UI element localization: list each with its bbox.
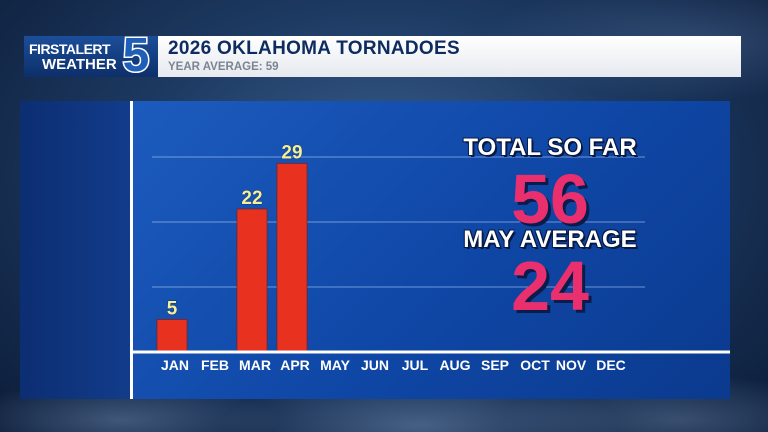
may-average-value: 24: [511, 247, 589, 325]
page-title: 2026 OKLAHOMA TORNADOES: [168, 38, 460, 59]
bar-mar: [236, 208, 268, 353]
chart-board: [20, 101, 730, 399]
x-tick-label-oct: OCT: [520, 357, 550, 373]
x-tick-label-feb: FEB: [201, 357, 229, 373]
may-average-label: MAY AVERAGE: [463, 226, 637, 253]
total-so-far-label: TOTAL SO FAR: [463, 134, 637, 161]
x-tick-label-jan: JAN: [161, 357, 189, 373]
bars: [156, 163, 308, 353]
x-axis: JAN FEB MAR APR MAY JUN JUL AUG SEP OCT NOV DEC: [133, 350, 730, 373]
page-subtitle: YEAR AVERAGE: 59: [168, 61, 279, 73]
board-divider: [130, 101, 133, 399]
bar-jan: [156, 319, 188, 353]
data-label-apr: 29: [281, 143, 302, 164]
bar-apr: [276, 163, 308, 353]
x-tick-label-may: MAY: [320, 357, 350, 373]
logo-first-alert: FIRSTALERT: [29, 41, 111, 57]
x-tick-label-nov: NOV: [556, 357, 587, 373]
station-logo: FIRSTALERT WEATHER 5: [24, 30, 158, 81]
board-left-panel: [20, 101, 130, 399]
title-panel: 2026 OKLAHOMA TORNADOES YEAR AVERAGE: 59: [158, 36, 741, 77]
bar-labels: 5 22 29: [166, 142, 302, 320]
grid-lines: [152, 156, 645, 288]
x-tick-label-apr: APR: [280, 357, 310, 373]
logo-weather: WEATHER: [42, 56, 117, 73]
x-tick-label-aug: AUG: [439, 357, 470, 373]
x-tick-label-sep: SEP: [481, 357, 509, 373]
x-tick-label-jun: JUN: [361, 357, 389, 373]
data-label-mar: 22: [241, 188, 262, 209]
total-so-far-value: 56: [511, 160, 589, 238]
x-tick-label-dec: DEC: [596, 357, 626, 373]
x-tick-label-mar: MAR: [239, 357, 271, 373]
logo-channel-number: 5: [121, 29, 151, 82]
board-main-panel: [133, 101, 730, 399]
header-bar: FIRSTALERT WEATHER 5 2026 OKLAHOMA TORNA…: [24, 30, 741, 81]
x-tick-label-jul: JUL: [402, 357, 429, 373]
data-label-jan: 5: [167, 299, 178, 320]
